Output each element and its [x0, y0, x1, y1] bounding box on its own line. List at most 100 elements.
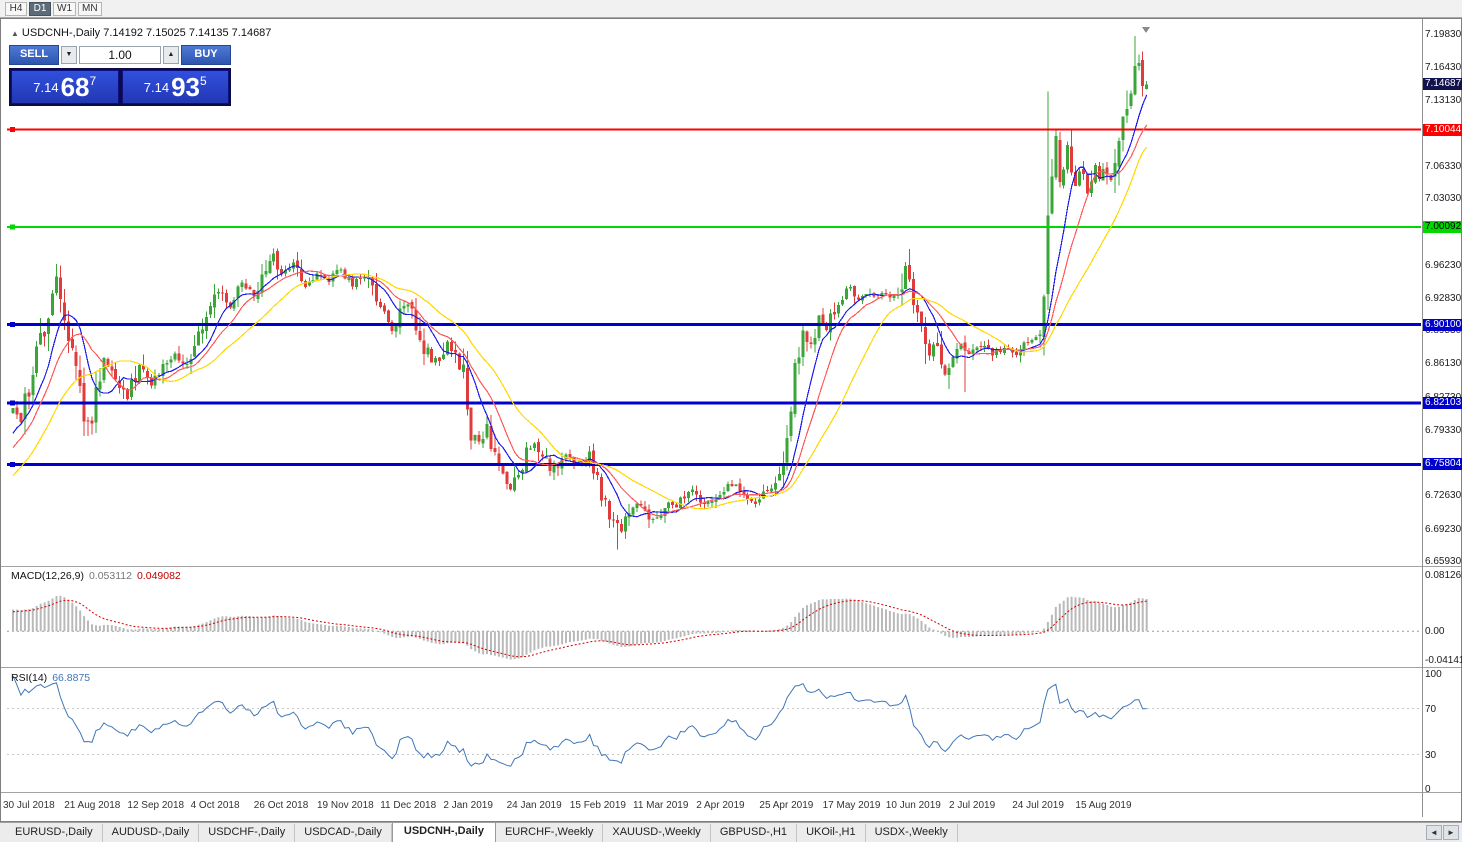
volume-increase-icon[interactable]: ▲	[163, 46, 179, 64]
tab-eurusd-daily[interactable]: EURUSD-,Daily	[6, 824, 103, 842]
price-axis[interactable]: 7.198307.164307.131307.098307.063307.030…	[1423, 19, 1462, 817]
sell-price-big: 68	[60, 72, 90, 102]
price-line-tag: 6.82103	[1423, 396, 1462, 409]
volume-decrease-icon[interactable]: ▼	[61, 46, 77, 64]
price-chart-canvas[interactable]	[7, 25, 1421, 565]
macd-canvas[interactable]	[7, 568, 1421, 667]
time-axis-label: 19 Nov 2018	[317, 800, 374, 811]
macd-axis-label: -0.041412	[1425, 655, 1462, 666]
tab-usdcad-daily[interactable]: USDCAD-,Daily	[295, 824, 392, 842]
macd-histogram	[12, 595, 1148, 660]
buy-price-sup: 5	[200, 74, 207, 88]
macd-panel[interactable]	[7, 568, 1421, 667]
time-axis-label: 11 Mar 2019	[633, 800, 689, 811]
panel-separator[interactable]	[1, 667, 1461, 668]
price-line-tag: 7.10044	[1423, 123, 1462, 136]
sell-price-sup: 7	[89, 74, 97, 88]
price-chart-plot[interactable]	[7, 25, 1421, 565]
one-click-trading-panel: SELL ▼ 1.00 ▲ BUY 7.14 68 7 7.14 93 5	[9, 45, 231, 106]
panel-separator[interactable]	[1, 566, 1461, 567]
tab-usdchf-daily[interactable]: USDCHF-,Daily	[199, 824, 296, 842]
time-axis-label: 24 Jul 2019	[1012, 800, 1064, 811]
time-axis-label: 15 Aug 2019	[1075, 800, 1132, 811]
price-axis-label: 7.16430	[1425, 62, 1462, 74]
rsi-panel[interactable]	[7, 670, 1421, 792]
chart-shift-marker-icon[interactable]	[1142, 27, 1150, 33]
macd-indicator-label: MACD(12,26,9) 0.053112 0.049082	[11, 570, 181, 582]
price-axis-border	[1422, 19, 1423, 817]
time-axis-label: 11 Dec 2018	[380, 800, 437, 811]
rsi-value: 66.8875	[52, 672, 91, 684]
timeframe-button-w1[interactable]: W1	[53, 1, 76, 16]
tabs-scroll-left-icon[interactable]: ◄	[1426, 825, 1442, 840]
macd-name: MACD(12,26,9)	[11, 570, 84, 582]
rsi-line	[12, 675, 1147, 767]
buy-price-big: 93	[171, 72, 201, 102]
time-axis-label: 12 Sep 2018	[127, 800, 185, 811]
time-axis-label: 2 Jul 2019	[949, 800, 996, 811]
tabs-scroll-right-icon[interactable]: ►	[1443, 825, 1459, 840]
time-axis-label: 21 Aug 2018	[64, 800, 121, 811]
price-axis-label: 6.79330	[1425, 424, 1462, 436]
rsi-canvas[interactable]	[7, 670, 1421, 792]
price-axis-label: 6.86130	[1425, 358, 1462, 370]
tab-usdx-weekly[interactable]: USDX-,Weekly	[866, 824, 958, 842]
tab-ukoil-h1[interactable]: UKOil-,H1	[797, 824, 866, 842]
buy-price-prefix: 7.14	[143, 79, 170, 95]
price-axis-label: 7.13130	[1425, 94, 1462, 106]
time-axis-label: 10 Jun 2019	[885, 800, 941, 811]
ma-line-25	[12, 146, 1148, 510]
macd-value-signal: 0.049082	[136, 570, 181, 582]
buy-price-tile[interactable]: 7.14 93 5	[121, 70, 229, 104]
timeframe-toolbar: H4 D1 W1 MN	[0, 0, 1462, 18]
price-axis-label: 6.92830	[1425, 292, 1462, 304]
price-axis-label: 7.03030	[1425, 193, 1462, 205]
time-axis-label: 17 May 2019	[822, 800, 881, 811]
rsi-axis-label: 0	[1425, 784, 1431, 795]
tab-usdcnh-daily[interactable]: USDCNH-,Daily	[391, 823, 496, 842]
sell-price-prefix: 7.14	[33, 79, 59, 95]
rsi-axis-label: 30	[1425, 749, 1437, 761]
ma-line-13	[12, 124, 1148, 517]
ma-line-8	[12, 94, 1148, 518]
price-axis-label: 6.69230	[1425, 523, 1462, 535]
buy-button[interactable]: BUY	[181, 45, 231, 65]
time-axis-label: 25 Apr 2019	[759, 800, 814, 811]
time-axis-label: 15 Feb 2019	[569, 800, 626, 811]
time-axis-label: 2 Jan 2019	[443, 800, 493, 811]
macd-value-main: 0.053112	[88, 570, 132, 582]
sell-price-tile[interactable]: 7.14 68 7	[11, 70, 119, 104]
rsi-axis-label: 100	[1425, 669, 1442, 680]
volume-input[interactable]: 1.00	[79, 46, 161, 64]
price-line-tag: 6.75804	[1423, 458, 1462, 471]
time-axis-label: 2 Apr 2019	[696, 800, 745, 811]
sell-button[interactable]: SELL	[9, 45, 59, 65]
tab-xauusd-weekly[interactable]: XAUUSD-,Weekly	[603, 824, 711, 842]
panel-separator[interactable]	[1, 792, 1461, 793]
macd-signal-line	[12, 599, 1147, 658]
macd-axis-label: 0.081265	[1425, 570, 1462, 582]
price-axis-label: 7.06330	[1425, 160, 1462, 172]
timeframe-button-d1[interactable]: D1	[29, 1, 51, 16]
rsi-axis-label: 70	[1425, 703, 1437, 715]
time-axis-label: 24 Jan 2019	[506, 800, 562, 811]
rsi-name: RSI(14)	[11, 672, 48, 684]
horizontal-price-lines[interactable]	[7, 127, 1421, 467]
timeframe-button-mn[interactable]: MN	[78, 1, 102, 16]
price-axis-label: 6.89530	[1425, 325, 1462, 337]
tab-gbpusd-h1[interactable]: GBPUSD-,H1	[711, 824, 798, 842]
symbol-ohlc-text: USDCNH-,Daily 7.14192 7.15025 7.14135 7.…	[21, 27, 272, 39]
candlestick-series	[11, 36, 1149, 550]
time-axis[interactable]: 30 Jul 2018 21 Aug 2018 12 Sep 2018 4 Oct 2…	[1, 794, 1422, 817]
time-axis-label: 26 Oct 2018	[253, 800, 309, 811]
timeframe-button-h4[interactable]: H4	[5, 1, 27, 16]
time-axis-label: 30 Jul 2018	[3, 800, 55, 811]
collapse-arrow-icon[interactable]: ▲	[11, 29, 19, 38]
tab-audusd-daily[interactable]: AUDUSD-,Daily	[103, 824, 200, 842]
price-axis-label: 6.96230	[1425, 259, 1462, 271]
price-axis-label: 7.19830	[1425, 28, 1462, 40]
chart-tabs-bar: EURUSD-,Daily AUDUSD-,Daily USDCHF-,Daily U…	[0, 822, 1462, 842]
current-price-tag: 7.14687	[1423, 78, 1462, 91]
chart-tabs: EURUSD-,Daily AUDUSD-,Daily USDCHF-,Daily U…	[0, 823, 1423, 842]
tab-eurchf-weekly[interactable]: EURCHF-,Weekly	[496, 824, 604, 842]
